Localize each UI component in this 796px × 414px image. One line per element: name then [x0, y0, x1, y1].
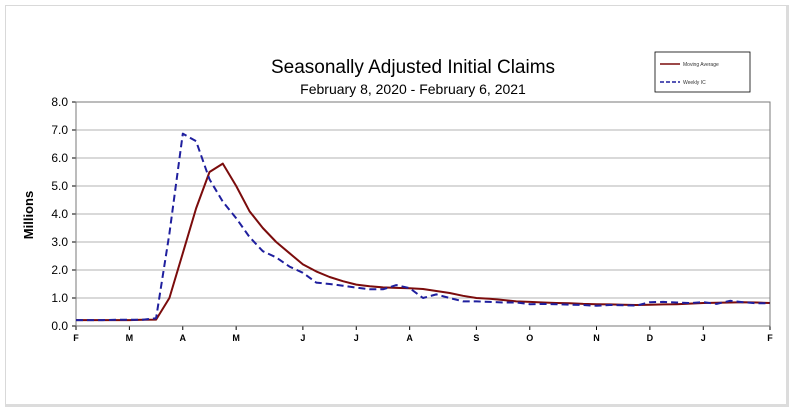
x-tick-label-8: O [526, 333, 533, 343]
chart-title: Seasonally Adjusted Initial Claims [271, 57, 555, 78]
x-tick-label-2: A [180, 333, 187, 343]
x-tick-label-7: S [473, 333, 479, 343]
y-tick-label-4: 4.0 [51, 207, 68, 221]
x-tick-label-10: D [647, 333, 654, 343]
x-tick-label-6: A [406, 333, 413, 343]
x-tick-label-11: J [701, 333, 706, 343]
x-tick-label-9: N [593, 333, 600, 343]
y-axis-ticks: 0.0 1.0 2.0 3.0 4.0 5.0 6.0 7.0 8.0 [51, 95, 76, 333]
plot-border [75, 101, 771, 327]
y-tick-label-6: 6.0 [51, 151, 68, 165]
x-tick-label-0: F [73, 333, 79, 343]
y-tick-label-0: 0.0 [51, 319, 68, 333]
y-tick-label-2: 2.0 [51, 263, 68, 277]
series-lines [76, 132, 771, 322]
y-tick-label-8: 8.0 [51, 95, 68, 109]
series-line-weekly-ic [76, 132, 770, 322]
plot-area-border [75, 101, 771, 327]
y-tick-label-1: 1.0 [51, 291, 68, 305]
legend-label-weekly-ic: Weekly IC [683, 80, 706, 86]
x-tick-label-3: M [232, 333, 240, 343]
y-tick-label-7: 7.0 [51, 123, 68, 137]
legend: Moving Average Weekly IC [654, 51, 751, 93]
x-tick-label-12: F [767, 333, 773, 343]
gridlines [76, 101, 770, 327]
y-tick-label-3: 3.0 [51, 235, 68, 249]
legend-box [654, 51, 751, 93]
x-tick-label-1: M [126, 333, 134, 343]
chart-subtitle: February 8, 2020 - February 6, 2021 [300, 81, 526, 97]
y-tick-label-5: 5.0 [51, 179, 68, 193]
x-tick-label-4: J [300, 333, 305, 343]
y-axis-label: Millions [21, 191, 36, 239]
x-tick-label-5: J [354, 333, 359, 343]
series-line-moving-average [76, 162, 771, 322]
legend-label-moving-average: Moving Average [683, 62, 719, 68]
